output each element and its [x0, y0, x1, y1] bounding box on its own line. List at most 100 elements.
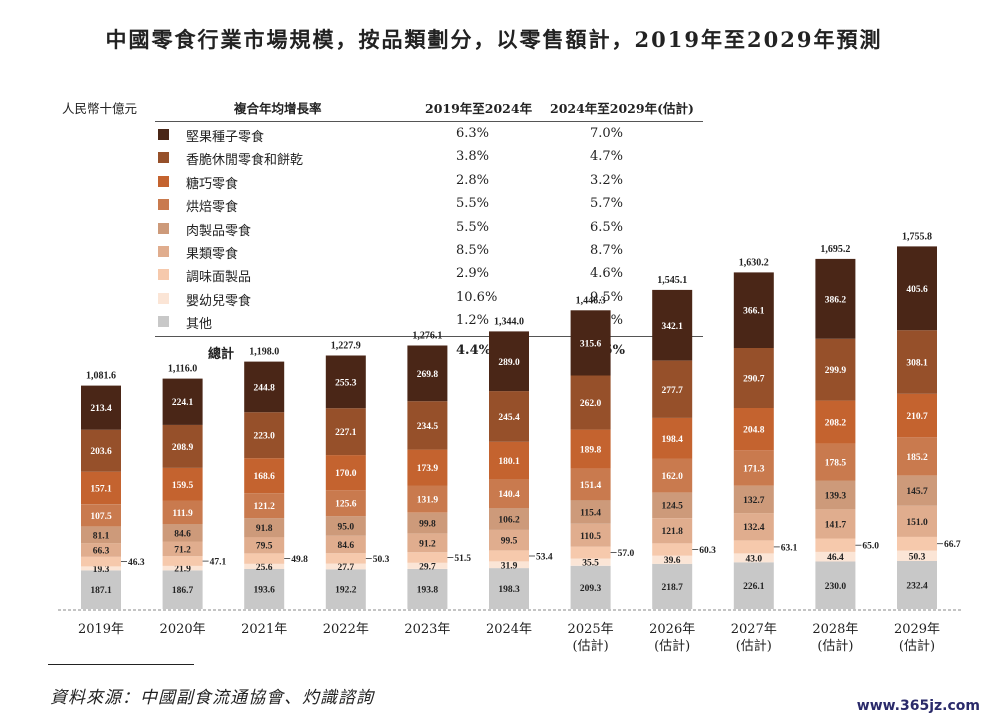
legend-row: 調味面製品 2.9% 4.6%	[158, 266, 718, 285]
data-label: 193.6	[254, 586, 276, 596]
bar-segment	[815, 400, 856, 444]
bar-segment	[489, 508, 529, 530]
bar-segment	[162, 556, 203, 566]
legend-label: 肉製品零食	[186, 223, 252, 239]
bar-segment	[244, 412, 285, 459]
bar-segment	[733, 562, 774, 609]
data-label: 315.6	[580, 339, 602, 349]
data-label: 232.4	[906, 582, 928, 592]
data-label: 79.5	[256, 542, 273, 552]
bar-segment	[81, 543, 121, 557]
cagr-2024-2029: 7.0%	[590, 126, 624, 141]
bar-segment	[570, 523, 611, 547]
bar-segment	[652, 555, 693, 564]
data-label: 185.2	[906, 453, 928, 463]
data-label: 27.7	[337, 563, 354, 573]
legend-row: 果類零食 8.5% 8.7%	[158, 243, 718, 262]
data-label: 99.5	[501, 537, 518, 547]
cagr-2019-2024: 5.5%	[456, 196, 490, 212]
data-label: 141.7	[825, 520, 847, 530]
total-label: 1,630.2	[739, 257, 769, 268]
legend-label: 烘焙零食	[186, 200, 239, 216]
data-label: 47.1	[210, 558, 227, 568]
legend-row: 堅果種子零食 6.3% 7.0%	[158, 126, 718, 145]
bar-segment	[81, 385, 121, 430]
data-label: 180.1	[498, 457, 520, 467]
bar-segment	[244, 569, 285, 609]
cagr-2019-2024: 2.9%	[456, 266, 490, 282]
bar-segment	[815, 338, 856, 401]
x-tick-label: 2027年	[731, 622, 777, 637]
data-label: 204.8	[743, 426, 765, 436]
bar-segment	[733, 348, 774, 408]
bar-segment	[162, 500, 203, 524]
bar-segment	[733, 485, 774, 514]
legend-label: 嬰幼兒零食	[186, 293, 252, 309]
bar-segment	[81, 429, 121, 472]
data-label: 132.4	[743, 523, 765, 533]
data-label: 173.9	[417, 464, 439, 474]
data-label: 91.8	[256, 524, 273, 534]
data-label: 106.2	[498, 515, 520, 525]
bar-segment	[897, 393, 937, 438]
data-label: 57.0	[618, 549, 635, 559]
data-label: 151.4	[580, 481, 602, 491]
total-label: 1,446.3	[576, 295, 606, 306]
data-label: 145.7	[906, 487, 928, 497]
bar-segment	[570, 429, 611, 469]
bar-segment	[733, 553, 774, 563]
data-label: 213.4	[90, 404, 112, 414]
bar-segment	[325, 563, 366, 570]
bar-segment	[815, 480, 856, 510]
bar-segment	[652, 417, 693, 459]
data-label: 255.3	[335, 378, 357, 388]
data-label: 35.5	[582, 559, 599, 569]
data-label: 19.3	[93, 565, 110, 575]
data-label: 51.5	[454, 554, 471, 564]
bar-segment	[897, 536, 937, 551]
x-tick-label: 2019年	[78, 622, 124, 637]
data-label: 342.1	[662, 322, 684, 332]
bar-segment	[325, 490, 366, 517]
bar-segment	[244, 361, 285, 413]
bar-segment	[489, 568, 529, 609]
bar-segment	[489, 479, 529, 508]
data-label: 269.8	[417, 370, 439, 380]
bar-segment	[407, 449, 448, 486]
legend-row: 烘焙零食 5.5% 5.7%	[158, 196, 718, 216]
bar-segment	[325, 455, 366, 491]
data-label: 53.4	[536, 553, 553, 563]
bar-segment	[244, 537, 285, 554]
bar-segment	[815, 551, 856, 562]
bar-segment	[897, 437, 937, 476]
cagr-2019-2024: 1.2%	[456, 313, 490, 329]
table-header-period-2: 2024年至2029年(估計)	[550, 101, 694, 116]
legend-row: 香脆休閒零食和餅乾 3.8% 4.7%	[158, 149, 718, 168]
data-label: 157.1	[90, 485, 112, 495]
x-tick-label: 2020年	[160, 622, 206, 637]
bar-segment	[733, 540, 774, 554]
total-label: 1,198.0	[249, 347, 279, 358]
data-label: 234.5	[417, 422, 439, 432]
data-label: 162.0	[662, 472, 684, 482]
bar-segment	[733, 513, 774, 541]
bar-segment	[81, 566, 121, 571]
total-label: 1,116.0	[168, 364, 197, 375]
table-header-period-1: 2019年至2024年	[425, 101, 533, 116]
bar-segment	[407, 345, 448, 402]
cagr-2024-2029: 8.7%	[590, 243, 624, 258]
bar-segment	[81, 570, 121, 609]
data-label: 66.7	[944, 540, 961, 550]
total-label: 1,081.6	[86, 371, 116, 382]
bar-segment	[570, 565, 611, 609]
bar-segment	[81, 504, 121, 527]
data-label: 210.7	[906, 412, 928, 422]
legend-swatch	[158, 199, 169, 211]
bar-segment	[407, 569, 448, 609]
table-header-rule	[155, 121, 703, 122]
legend-swatch	[158, 129, 169, 140]
data-label: 245.4	[498, 413, 520, 423]
x-tick-label: 2025年	[568, 622, 614, 637]
bar-segment	[244, 458, 285, 493]
bar-segment	[570, 558, 611, 566]
